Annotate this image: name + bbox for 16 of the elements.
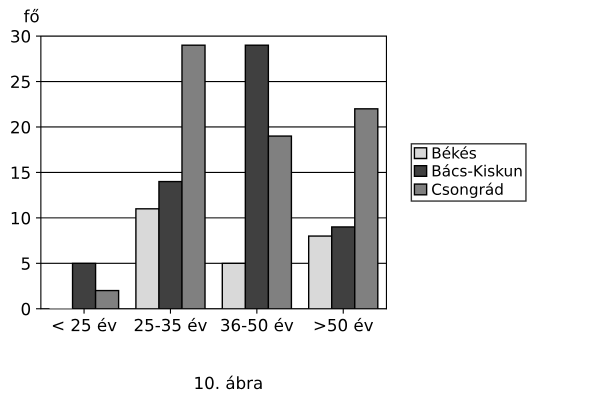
y-tick-label: 5 bbox=[22, 258, 30, 270]
legend-label: Bács-Kiskun bbox=[432, 164, 522, 177]
y-tick-label: 20 bbox=[11, 120, 30, 134]
x-tick-label: 25-35 év bbox=[134, 318, 207, 332]
text: 10. ábra bbox=[195, 376, 262, 390]
x-tick-label: 36-50 év bbox=[221, 318, 294, 332]
y-axis-title: fő bbox=[24, 8, 39, 22]
y-tick-label: 15 bbox=[12, 166, 30, 179]
y-tick-label: 0 bbox=[22, 302, 30, 316]
y-tick-label: 30 bbox=[11, 30, 30, 43]
x-tick-label: < 25 év bbox=[52, 318, 117, 332]
legend-label: Csongrád bbox=[432, 182, 503, 198]
x-tick-label: >50 év bbox=[314, 318, 374, 332]
y-tick-label: 10 bbox=[12, 212, 30, 224]
y-tick-label: 25 bbox=[11, 76, 30, 88]
legend-label: Békés bbox=[432, 146, 476, 159]
